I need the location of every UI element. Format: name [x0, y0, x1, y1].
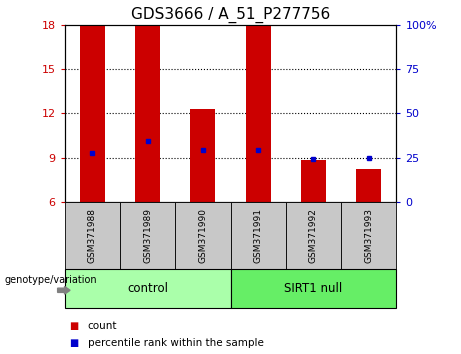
Bar: [301, 160, 326, 202]
Text: ■: ■: [69, 321, 78, 331]
Bar: [230, 269, 396, 308]
Text: GSM371989: GSM371989: [143, 208, 152, 263]
Bar: [246, 25, 271, 202]
Text: SIRT1 null: SIRT1 null: [284, 282, 343, 295]
Bar: [356, 169, 381, 202]
Text: ■: ■: [69, 338, 78, 348]
Bar: [175, 202, 230, 269]
Text: control: control: [127, 282, 168, 295]
Title: GDS3666 / A_51_P277756: GDS3666 / A_51_P277756: [131, 7, 330, 23]
Bar: [120, 202, 175, 269]
Bar: [80, 25, 105, 202]
Text: genotype/variation: genotype/variation: [5, 275, 97, 285]
Text: GSM371991: GSM371991: [254, 208, 263, 263]
Bar: [230, 202, 286, 269]
Bar: [341, 202, 396, 269]
Bar: [135, 25, 160, 202]
Bar: [190, 109, 215, 202]
Text: GSM371990: GSM371990: [198, 208, 207, 263]
Bar: [286, 202, 341, 269]
Text: count: count: [88, 321, 117, 331]
Text: GSM371988: GSM371988: [88, 208, 97, 263]
Text: GSM371992: GSM371992: [309, 208, 318, 263]
Bar: [65, 269, 230, 308]
Text: GSM371993: GSM371993: [364, 208, 373, 263]
Bar: [65, 202, 120, 269]
Text: percentile rank within the sample: percentile rank within the sample: [88, 338, 264, 348]
